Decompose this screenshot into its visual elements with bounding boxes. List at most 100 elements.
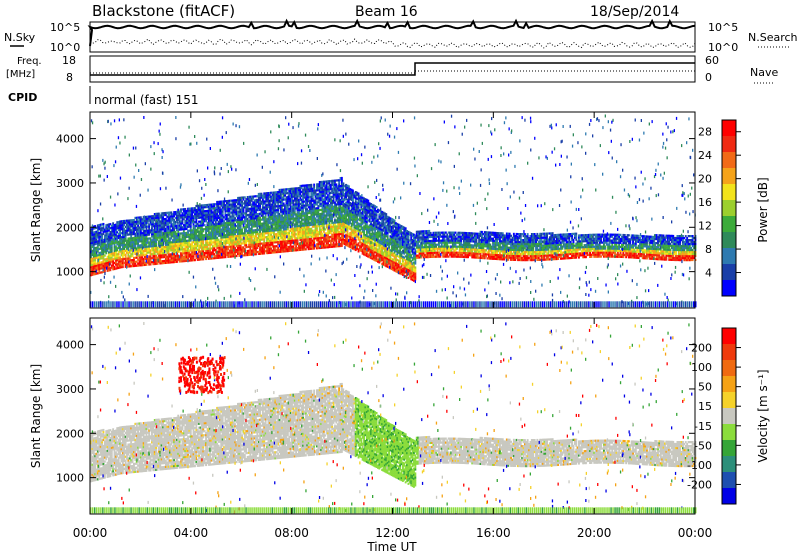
power-cell: [225, 256, 227, 258]
power-cell: [201, 232, 203, 234]
power-cell: [190, 227, 192, 229]
power-cell: [241, 205, 243, 207]
power-cell: [298, 201, 300, 203]
power-cell: [310, 238, 312, 240]
power-cell: [348, 207, 350, 209]
power-cell: [265, 202, 267, 204]
power-cell: [310, 228, 312, 230]
power-cell: [169, 239, 171, 241]
power-cell: [277, 211, 279, 213]
power-cell: [283, 197, 285, 199]
power-cell: [122, 266, 124, 268]
power-cell: [229, 202, 231, 204]
power-cell: [330, 242, 332, 244]
power-cell: [205, 232, 207, 234]
power-cell: [263, 238, 265, 240]
power-cell: [183, 230, 185, 232]
power-cell: [151, 227, 153, 229]
power-cell: [123, 248, 125, 250]
beam-title: Beam 16: [355, 4, 418, 20]
power-cell: [193, 257, 195, 259]
power-cell: [223, 232, 225, 234]
power-cell: [134, 245, 136, 247]
power-cell: [177, 231, 179, 233]
power-cell: [216, 213, 218, 215]
power-cell: [286, 190, 288, 192]
power-cell: [256, 247, 258, 249]
nsky-line: [90, 21, 695, 46]
power-cell: [262, 199, 264, 201]
power-cell: [269, 194, 271, 196]
power-cell: [240, 225, 242, 227]
power-cell: [130, 235, 132, 237]
power-cell: [302, 203, 304, 205]
nave-tick-bottom: 0: [705, 71, 712, 84]
power-cell: [191, 213, 193, 215]
power-cell: [202, 240, 204, 242]
power-cell: [310, 202, 312, 204]
power-cell: [315, 223, 317, 225]
power-cell: [222, 212, 224, 214]
power-cell: [195, 255, 197, 257]
power-cell: [132, 253, 134, 255]
power-cell: [329, 182, 331, 184]
power-cell: [94, 259, 96, 261]
power-cell: [190, 239, 192, 241]
noise-tick-left-bottom: 10^0: [50, 41, 80, 54]
power-cell: [173, 253, 175, 255]
power-cell: [323, 225, 325, 227]
power-cell: [123, 224, 125, 226]
power-cell: [175, 231, 177, 233]
cpid-value: normal (fast) 151: [94, 93, 198, 107]
power-cell: [227, 226, 229, 228]
power-cell: [218, 205, 220, 207]
power-cell: [292, 245, 294, 247]
power-cell: [297, 239, 299, 241]
power-cell: [233, 245, 235, 247]
power-cell: [333, 198, 335, 200]
power-cell: [205, 258, 207, 260]
power-cell: [255, 253, 257, 255]
power-cell: [313, 184, 315, 186]
power-cell: [140, 216, 142, 218]
power-cell: [146, 264, 148, 266]
power-cell: [241, 252, 243, 254]
power-cell: [223, 220, 225, 222]
freq-label: Freq.: [17, 56, 42, 67]
power-cell: [245, 244, 247, 246]
power-cell: [155, 243, 157, 245]
power-cell: [317, 207, 319, 209]
power-cell: [212, 221, 214, 223]
power-cell: [155, 255, 157, 257]
power-cell: [133, 231, 135, 233]
power-cell: [118, 253, 120, 255]
power-cell: [207, 240, 209, 242]
power-cell: [319, 227, 321, 229]
power-cell: [157, 263, 159, 265]
power-cell: [188, 242, 190, 244]
power-cell: [265, 214, 267, 216]
power-cell: [290, 244, 292, 246]
power-cell: [310, 184, 312, 186]
power-cell: [157, 249, 159, 251]
power-cell: [170, 237, 172, 239]
power-cell: [272, 236, 274, 238]
power-cell: [147, 222, 149, 224]
power-cell: [294, 209, 296, 211]
power-cell: [234, 227, 236, 229]
power-cell: [216, 219, 218, 221]
power-cell: [190, 223, 192, 225]
power-cell: [111, 245, 113, 247]
power-cell: [136, 261, 138, 263]
noise-tick-right-top: 10^5: [708, 21, 738, 34]
power-cell: [348, 185, 350, 187]
power-cell: [331, 218, 333, 220]
power-cell: [317, 211, 319, 213]
power-cell: [132, 255, 134, 257]
power-cell: [277, 209, 279, 211]
power-cell: [299, 193, 301, 195]
power-cell: [105, 252, 107, 254]
power-panel: 1000200030004000 Slant Range [km]: [29, 112, 697, 308]
power-cell: [277, 203, 279, 205]
power-cell: [187, 232, 189, 234]
